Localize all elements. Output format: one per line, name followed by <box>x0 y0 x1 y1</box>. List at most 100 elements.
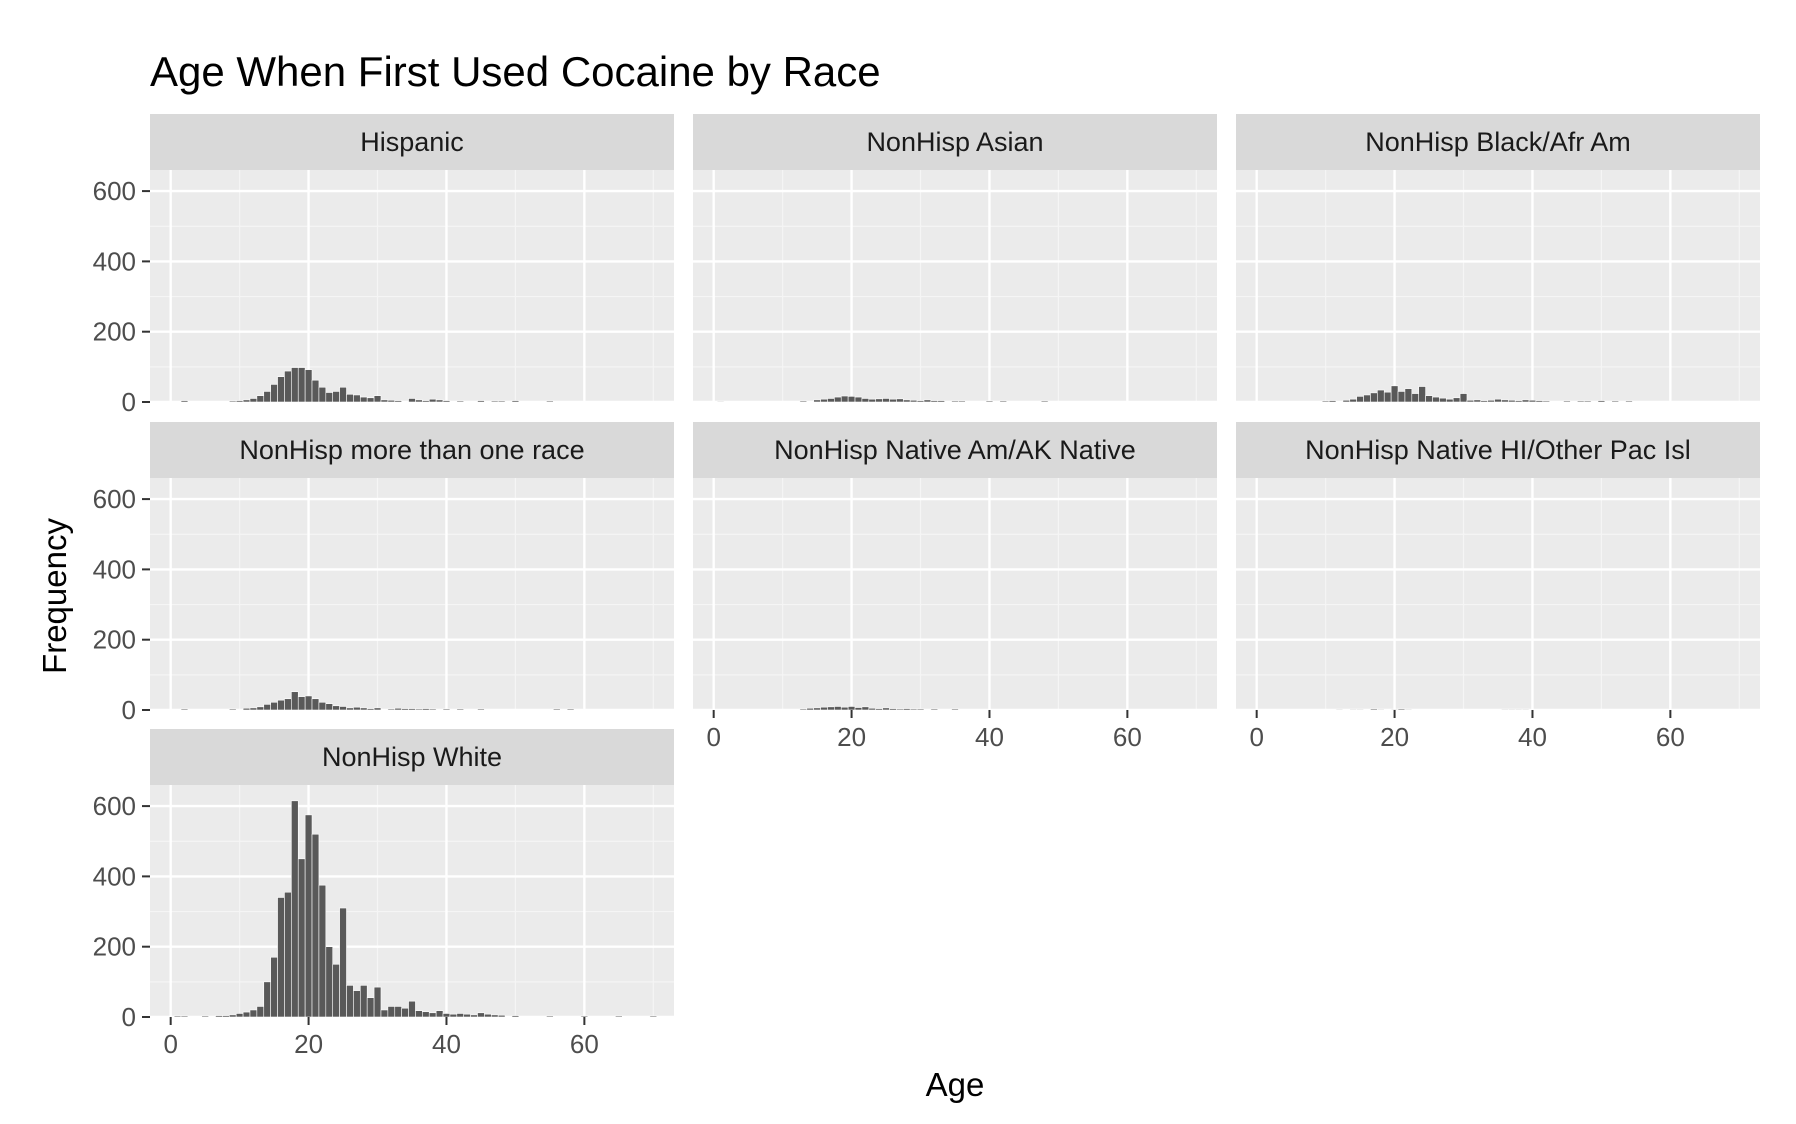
x-tick-label: 0 <box>706 722 720 752</box>
histogram-bar <box>456 708 465 711</box>
y-tick-label: 400 <box>93 246 136 276</box>
histogram-bar <box>497 400 506 403</box>
histogram-bar <box>422 708 430 711</box>
histogram-bar <box>415 399 423 403</box>
histogram-bar <box>553 708 561 711</box>
histogram-bar <box>1542 400 1551 403</box>
histogram-bar <box>449 1013 458 1018</box>
histogram-bar <box>242 1011 251 1018</box>
histogram-bar <box>820 706 828 711</box>
histogram-bar <box>428 398 437 403</box>
x-tick-label: 40 <box>975 722 1004 752</box>
panel-background <box>693 170 1217 402</box>
histogram-bar <box>902 708 911 711</box>
histogram-bar <box>1514 400 1523 403</box>
histogram-bar <box>1040 400 1049 403</box>
histogram-bar <box>291 367 299 403</box>
x-axis-label: Age <box>926 1066 985 1103</box>
histogram-bar <box>511 1015 520 1018</box>
facet-strip-label: NonHisp Native Am/AK Native <box>774 435 1136 465</box>
histogram-bar <box>847 706 856 711</box>
histogram-bar <box>297 696 306 711</box>
histogram-bar <box>1383 391 1392 403</box>
histogram-bar <box>1356 708 1364 711</box>
histogram-bar <box>339 386 347 403</box>
histogram-bar <box>937 400 945 403</box>
facet-strip <box>1236 114 1760 170</box>
histogram-bar <box>346 393 354 403</box>
histogram-bar <box>380 399 389 403</box>
histogram-bar <box>332 705 340 711</box>
histogram-bar <box>1514 708 1523 711</box>
histogram-bar <box>249 398 258 403</box>
histogram-bar <box>1583 400 1592 403</box>
histogram-bar <box>477 400 485 403</box>
histogram-bar <box>359 396 368 403</box>
facet-strip-label: NonHisp more than one race <box>239 435 584 465</box>
x-tick-label: 40 <box>432 1029 461 1059</box>
histogram-bar <box>834 706 842 711</box>
histogram-bar <box>1397 708 1406 711</box>
histogram-bar <box>277 699 285 711</box>
histogram-bar <box>484 1013 492 1018</box>
histogram-bar <box>284 698 292 711</box>
histogram-bar <box>387 399 396 403</box>
histogram-bar <box>304 814 313 1018</box>
histogram-bar <box>1535 400 1544 403</box>
histogram-bar <box>847 396 856 403</box>
histogram-bar <box>827 706 835 711</box>
histogram-bar <box>909 399 918 403</box>
histogram-bar <box>896 398 904 403</box>
histogram-bar <box>415 1010 423 1018</box>
histogram-bar <box>1466 399 1475 403</box>
histogram-bar <box>359 707 368 711</box>
histogram-bar <box>442 400 451 403</box>
facet-nonhisp-native-am-ak-native: NonHisp Native Am/AK Native <box>693 422 1217 712</box>
histogram-bar <box>799 708 808 711</box>
facet-nonhisp-asian: NonHisp Asian <box>693 114 1217 404</box>
histogram-bar <box>1363 394 1371 403</box>
facet-strip-label: NonHisp Native HI/Other Pac Isl <box>1305 435 1691 465</box>
histogram-bar <box>1321 400 1330 403</box>
histogram-bar <box>366 397 375 403</box>
histogram-bar <box>868 707 877 711</box>
x-tick-label: 20 <box>294 1029 323 1059</box>
facet-strip <box>150 422 674 478</box>
histogram-bar <box>916 400 925 403</box>
histogram-bar <box>882 707 890 711</box>
histogram-bar <box>228 1014 237 1018</box>
histogram-bar <box>325 946 334 1018</box>
histogram-bar <box>394 400 402 403</box>
histogram-bar <box>854 396 863 403</box>
x-tick-label: 60 <box>1656 722 1685 752</box>
y-tick-label: 600 <box>93 484 136 514</box>
panel-background <box>1236 478 1760 710</box>
histogram-bar <box>394 1006 402 1018</box>
facet-nonhisp-more-than-one-race: NonHisp more than one race <box>150 422 674 712</box>
histogram-bar <box>1404 388 1413 403</box>
histogram-bar <box>1411 393 1420 403</box>
histogram-bar <box>1390 708 1399 711</box>
histogram-bar <box>813 707 821 711</box>
histogram-bar <box>408 398 416 403</box>
histogram-bar <box>1597 400 1606 403</box>
histogram-bar <box>256 706 265 711</box>
histogram-bar <box>401 708 409 711</box>
histogram-bar <box>311 833 320 1018</box>
histogram-bar <box>490 1014 499 1018</box>
histogram-bar <box>359 985 368 1018</box>
x-tick-label: 0 <box>163 1029 177 1059</box>
histogram-bar <box>325 392 334 403</box>
histogram-bar <box>277 897 285 1018</box>
y-tick-label: 200 <box>93 625 136 655</box>
histogram-bar <box>1528 399 1537 403</box>
histogram-bar <box>1397 391 1406 403</box>
histogram-bar <box>215 1015 223 1018</box>
facet-panels: Hispanic NonHisp Asian NonHisp Black/Afr A… <box>150 114 1760 1019</box>
histogram-bar <box>428 1012 437 1018</box>
histogram-bar <box>332 391 340 403</box>
histogram-bar <box>546 1015 554 1018</box>
histogram-bar <box>882 398 890 403</box>
histogram-bar <box>1521 708 1530 711</box>
histogram-bar <box>297 858 306 1018</box>
